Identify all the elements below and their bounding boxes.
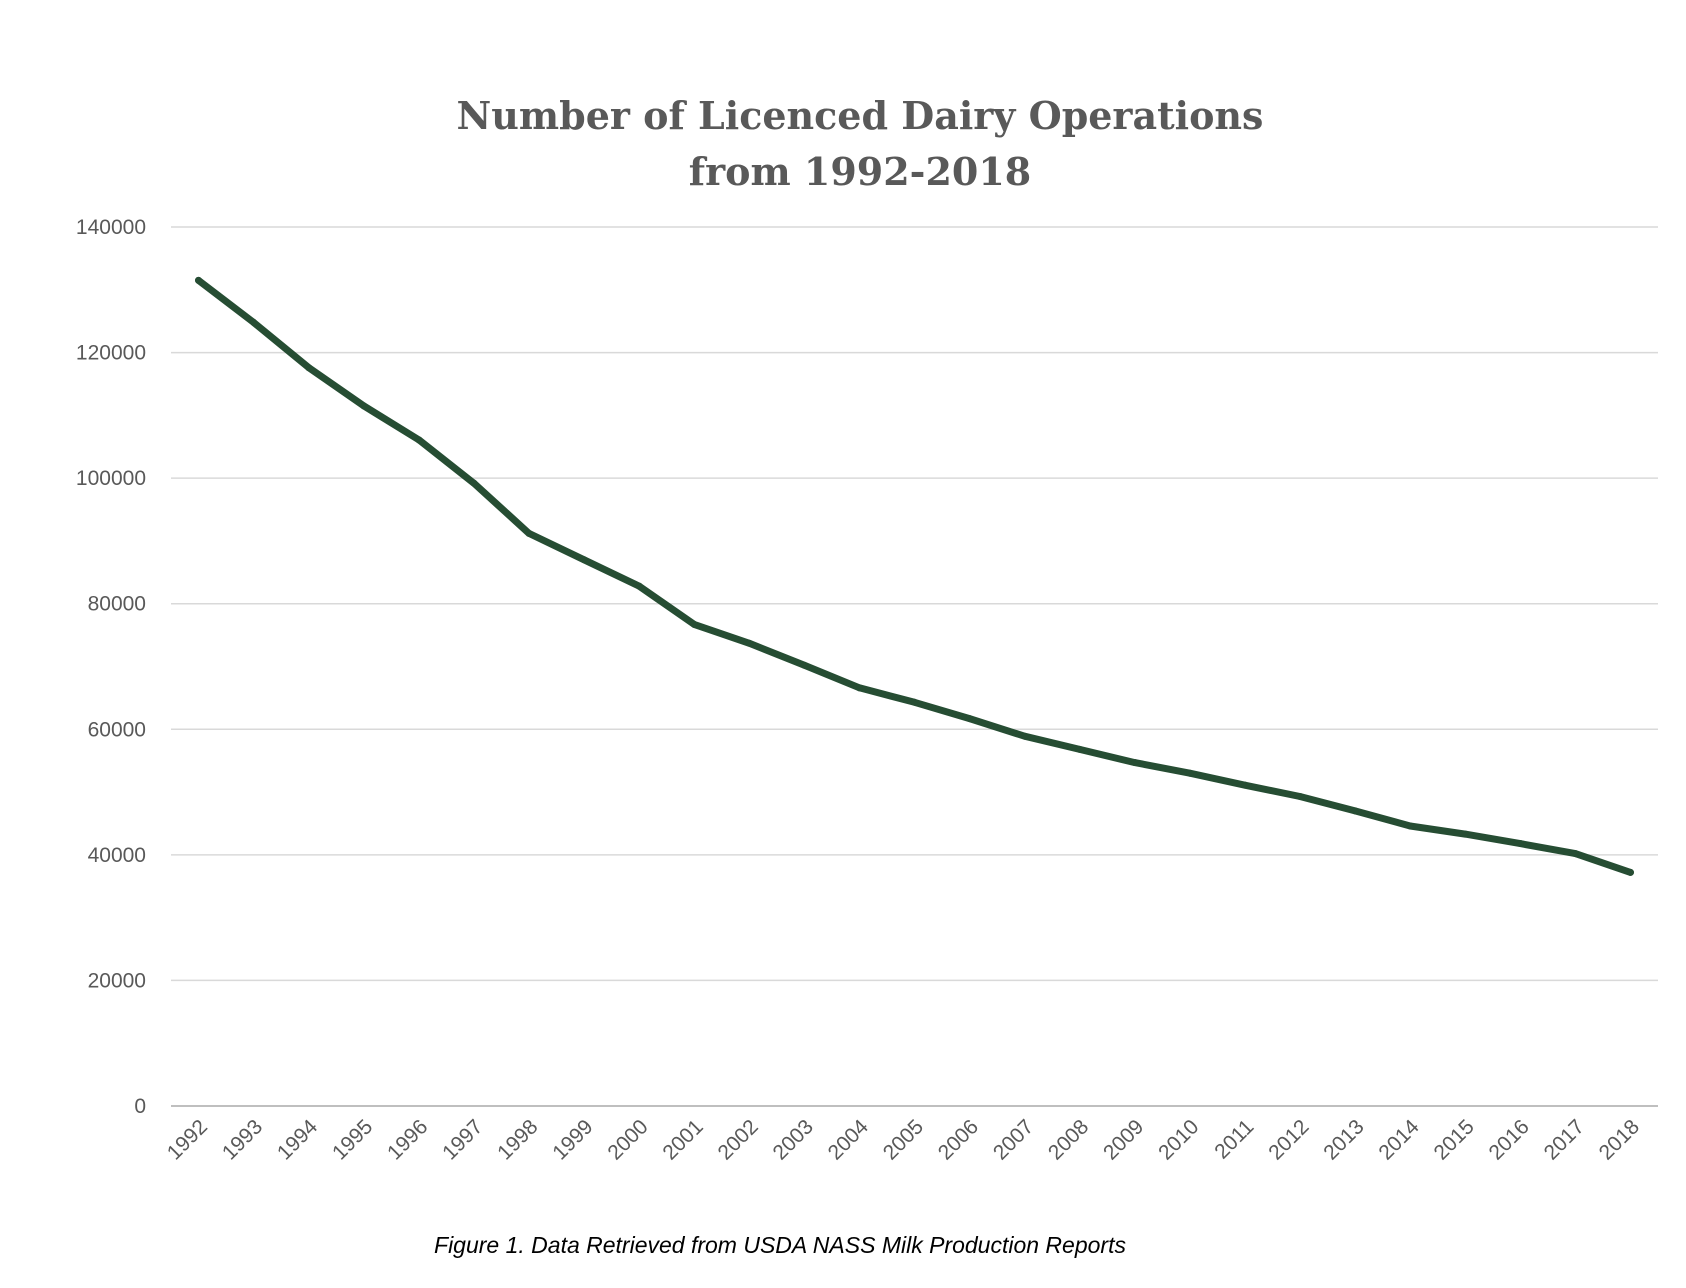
data-point bbox=[1076, 745, 1084, 753]
data-point bbox=[1461, 830, 1469, 838]
x-tick-label: 2002 bbox=[714, 1115, 763, 1164]
x-tick-label: 2003 bbox=[769, 1115, 818, 1164]
data-point bbox=[1021, 732, 1029, 740]
x-tick-label: 2016 bbox=[1485, 1115, 1534, 1164]
x-tick-label: 2017 bbox=[1540, 1115, 1589, 1164]
data-point bbox=[1351, 807, 1359, 815]
x-tick-label: 2008 bbox=[1044, 1115, 1093, 1164]
x-tick-label: 1997 bbox=[438, 1115, 487, 1164]
data-point bbox=[1131, 759, 1139, 767]
data-point bbox=[1571, 850, 1579, 858]
y-tick-label: 0 bbox=[134, 1095, 146, 1118]
x-tick-label: 1994 bbox=[273, 1115, 323, 1165]
x-tick-label: 1999 bbox=[548, 1115, 597, 1164]
data-point bbox=[690, 620, 698, 628]
data-point bbox=[415, 436, 423, 444]
data-point bbox=[1626, 868, 1634, 876]
figure-caption: Figure 1. Data Retrieved from USDA NASS … bbox=[434, 1232, 1126, 1258]
series-line bbox=[195, 276, 1634, 876]
data-point bbox=[250, 318, 258, 326]
data-point bbox=[580, 556, 588, 564]
x-tick-label: 1998 bbox=[493, 1115, 542, 1164]
y-axis-tick-labels: 0 20000 40000 60000 80000 100000 120000 140000 bbox=[76, 216, 146, 1118]
data-point bbox=[1406, 822, 1414, 830]
x-tick-label: 2007 bbox=[989, 1115, 1038, 1164]
x-tick-label: 2012 bbox=[1264, 1115, 1313, 1164]
y-tick-label: 20000 bbox=[88, 969, 146, 992]
gridlines bbox=[171, 226, 1658, 1107]
data-point bbox=[1241, 781, 1249, 789]
x-tick-label: 2001 bbox=[658, 1115, 707, 1164]
chart-title-line-1: Number of Licenced Dairy Operations bbox=[456, 93, 1264, 138]
data-point bbox=[635, 582, 643, 590]
x-tick-label: 1992 bbox=[163, 1115, 212, 1164]
data-point bbox=[800, 661, 808, 669]
data-point bbox=[911, 698, 918, 706]
x-tick-label: 2004 bbox=[824, 1115, 874, 1165]
x-tick-label: 2005 bbox=[879, 1115, 928, 1164]
series-layer bbox=[195, 276, 1634, 876]
data-point bbox=[1516, 840, 1524, 848]
data-point bbox=[470, 479, 478, 487]
x-tick-label: 2013 bbox=[1319, 1115, 1368, 1164]
y-tick-label: 120000 bbox=[76, 342, 146, 365]
data-point bbox=[1296, 792, 1304, 800]
x-tick-label: 2000 bbox=[603, 1115, 652, 1164]
data-point bbox=[1186, 769, 1194, 777]
chart-title-line-2: from 1992-2018 bbox=[688, 149, 1032, 194]
y-tick-label: 40000 bbox=[88, 844, 146, 867]
data-point bbox=[855, 684, 863, 692]
data-point bbox=[745, 639, 753, 647]
data-point bbox=[360, 402, 368, 410]
data-point bbox=[966, 715, 974, 723]
y-tick-label: 60000 bbox=[88, 718, 146, 741]
x-tick-label: 2010 bbox=[1154, 1115, 1203, 1164]
x-tick-label: 2011 bbox=[1210, 1115, 1258, 1163]
x-tick-label: 2006 bbox=[934, 1115, 983, 1164]
data-point bbox=[195, 276, 203, 284]
y-tick-label: 140000 bbox=[76, 216, 146, 239]
x-tick-label: 2014 bbox=[1374, 1115, 1424, 1165]
y-tick-label: 100000 bbox=[76, 467, 146, 490]
x-tick-label: 2009 bbox=[1099, 1115, 1148, 1164]
chart-title: Number of Licenced Dairy Operations from… bbox=[0, 88, 1686, 200]
x-tick-label: 1996 bbox=[383, 1115, 432, 1164]
x-axis-tick-labels: 1992 1993 1994 1995 1996 1997 1998 1999 2000 2001… bbox=[163, 1115, 1644, 1165]
x-tick-label: 1993 bbox=[218, 1115, 267, 1164]
x-tick-label: 1995 bbox=[328, 1115, 377, 1164]
data-point bbox=[525, 529, 533, 537]
data-point bbox=[305, 364, 313, 372]
y-tick-label: 80000 bbox=[88, 593, 146, 616]
x-tick-label: 2018 bbox=[1595, 1115, 1644, 1164]
x-tick-label: 2015 bbox=[1429, 1115, 1478, 1164]
